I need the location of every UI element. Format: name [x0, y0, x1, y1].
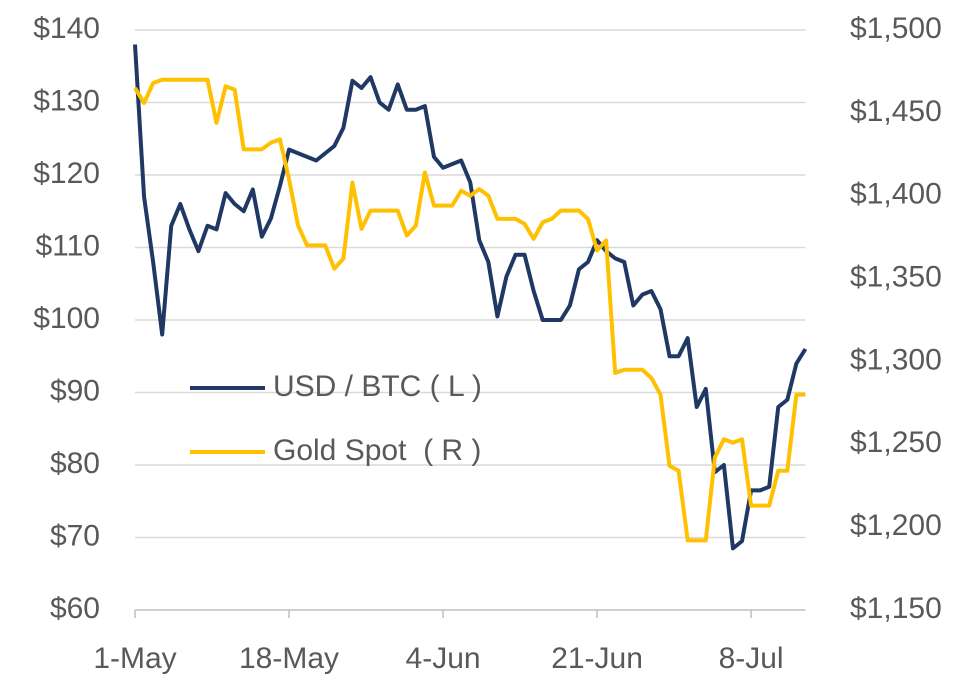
- y2-tick-label: $1,150: [850, 592, 942, 625]
- x-tick-label: 18-May: [239, 642, 339, 675]
- y2-tick-label: $1,400: [850, 178, 942, 211]
- y-tick-label: $90: [50, 374, 100, 407]
- x-tick-label: 8-Jul: [719, 642, 784, 675]
- y2-tick-label: $1,350: [850, 260, 942, 293]
- y2-tick-label: $1,250: [850, 426, 942, 459]
- y-tick-label: $60: [50, 592, 100, 625]
- y-tick-label: $80: [50, 447, 100, 480]
- legend-label: Gold Spot ( R ): [273, 434, 481, 467]
- y2-tick-label: $1,300: [850, 343, 942, 376]
- y-tick-label: $140: [33, 12, 100, 45]
- line-series: [133, 44, 808, 551]
- x-tick-label: 1-May: [93, 642, 176, 675]
- x-tick-label: 21-Jun: [551, 642, 643, 675]
- y-tick-label: $70: [50, 519, 100, 552]
- y-tick-label: $100: [33, 302, 100, 335]
- line-series: [133, 77, 806, 543]
- y2-tick-label: $1,500: [850, 12, 942, 45]
- y-tick-label: $110: [35, 229, 100, 262]
- legend-label: USD / BTC ( L ): [273, 370, 482, 403]
- y2-tick-label: $1,200: [850, 509, 942, 542]
- y-tick-label: $120: [33, 157, 100, 190]
- y2-tick-label: $1,450: [850, 95, 942, 128]
- y-tick-label: $130: [33, 84, 100, 117]
- x-tick-label: 4-Jun: [406, 642, 481, 675]
